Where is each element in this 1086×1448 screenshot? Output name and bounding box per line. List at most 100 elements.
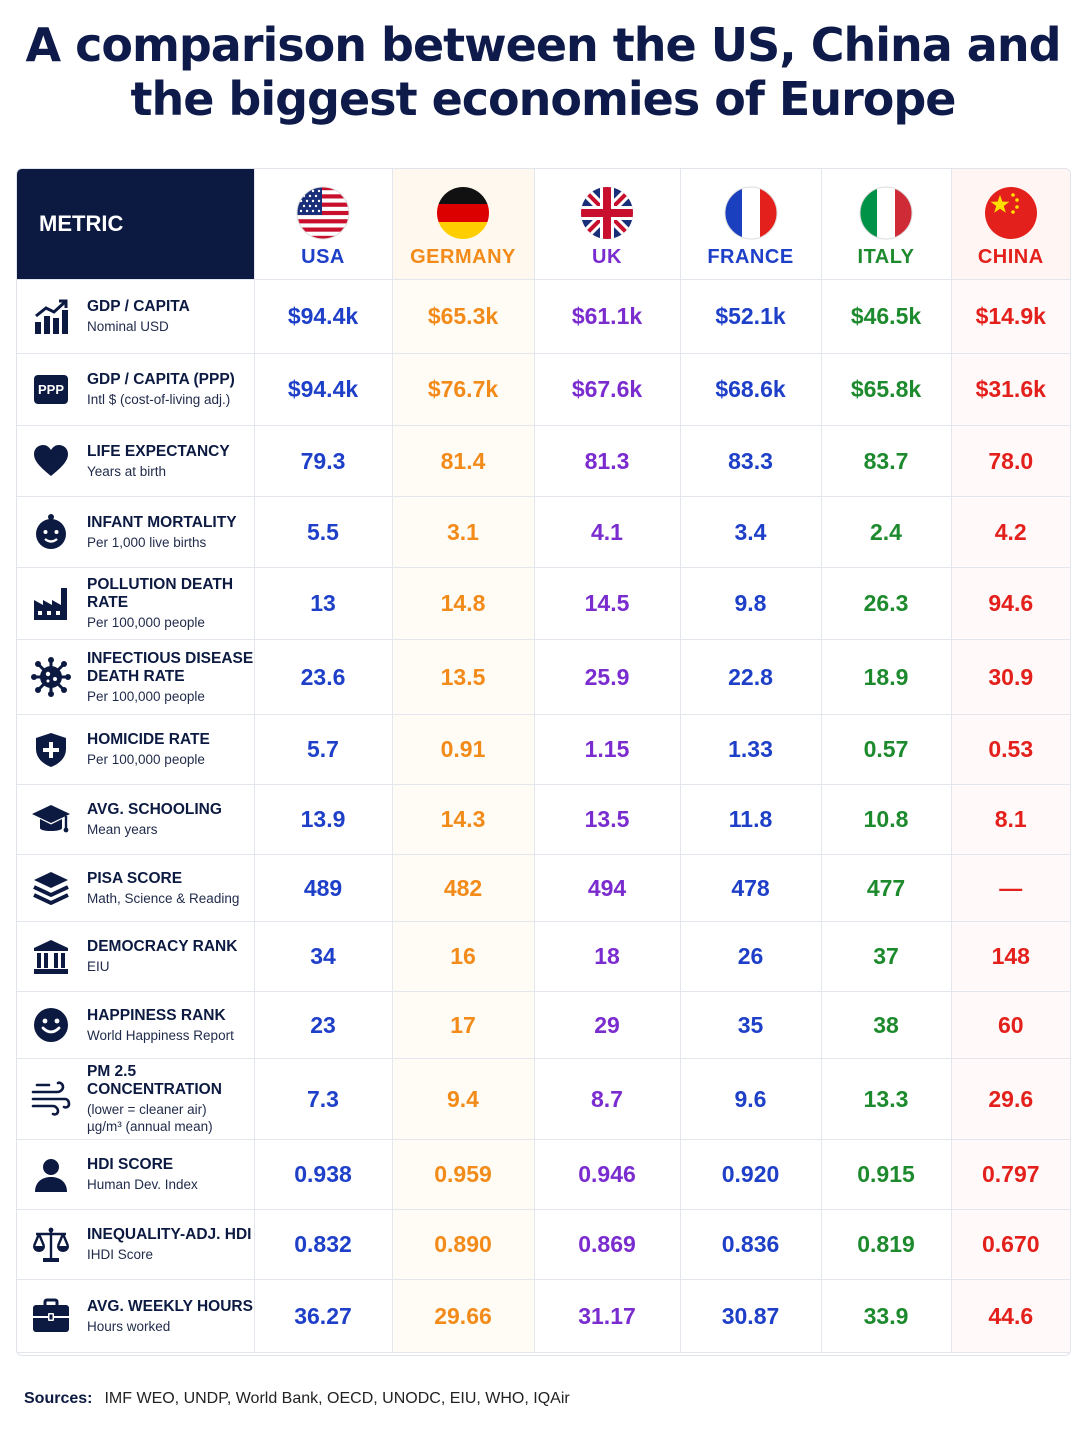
metric-subtitle: (lower = cleaner air) <box>87 1101 207 1117</box>
value-cell-uk: 81.3 <box>534 425 681 497</box>
value-cell-china: 60 <box>951 991 1070 1059</box>
value-cell-france: 1.33 <box>680 714 822 785</box>
metric-cell: HDI SCORE Human Dev. Index <box>17 1139 255 1210</box>
metric-name: HAPPINESS RANK <box>87 1006 226 1024</box>
value-cell-usa: 23.6 <box>254 639 393 715</box>
metric-cell: HAPPINESS RANK World Happiness Report <box>17 991 255 1059</box>
column-label: CHINA <box>977 246 1044 268</box>
value-cell-china: 0.670 <box>951 1209 1070 1280</box>
table-row: INFANT MORTALITY Per 1,000 live births 5.5… <box>17 496 1070 568</box>
table-row: POLLUTION DEATH RATE Per 100,000 people 13… <box>17 567 1070 640</box>
value-cell-germany: 0.91 <box>392 714 535 785</box>
metric-name: PISA SCORE <box>87 869 183 887</box>
metric-subtitle: Math, Science & Reading <box>87 890 240 906</box>
table-row: GDP / CAPITA Nominal USD $94.4k $65.3k $61.1… <box>17 279 1070 354</box>
table-row: PPP GDP / CAPITA (PPP) Intl $ (cost-of-liv… <box>17 353 1070 426</box>
factory-icon <box>31 583 71 623</box>
france-flag-icon <box>724 186 777 240</box>
value-cell-china: — <box>951 854 1070 922</box>
column-label: ITALY <box>857 246 915 268</box>
shield-cross-icon <box>31 730 71 770</box>
china-flag-icon <box>984 187 1037 239</box>
value-cell-italy: 13.3 <box>821 1058 952 1140</box>
value-cell-germany: 13.5 <box>392 639 535 715</box>
value-cell-uk: 14.5 <box>534 567 681 640</box>
value-cell-usa: 34 <box>254 921 393 992</box>
metric-cell: DEMOCRACY RANK EIU <box>17 921 255 992</box>
value-cell-germany: 0.890 <box>392 1209 535 1280</box>
column-label: UK <box>592 246 622 268</box>
value-cell-china: 4.2 <box>951 496 1070 568</box>
metric-subtitle: EIU <box>87 959 110 975</box>
smiley-icon <box>31 1005 71 1045</box>
value-cell-france: 11.8 <box>680 784 822 855</box>
metric-cell: AVG. WEEKLY HOURS Hours worked <box>17 1279 255 1353</box>
value-cell-france: 22.8 <box>680 639 822 715</box>
metric-subtitle: Years at birth <box>87 463 167 479</box>
metric-name: HOMICIDE RATE <box>87 731 210 749</box>
value-cell-china: 30.9 <box>951 639 1070 715</box>
metric-name: LIFE EXPECTANCY <box>87 442 230 460</box>
value-cell-france: 26 <box>680 921 822 992</box>
value-cell-france: $68.6k <box>680 353 822 426</box>
table-row: INEQUALITY-ADJ. HDI IHDI Score 0.832 0.890 0… <box>17 1209 1070 1280</box>
column-label: GERMANY <box>410 246 516 268</box>
table-row: DEMOCRACY RANK EIU 34 16 18 26 37 148 <box>17 921 1070 992</box>
value-cell-france: 35 <box>680 991 822 1059</box>
value-cell-uk: $61.1k <box>534 279 681 354</box>
table-row: PM 2.5 CONCENTRATION (lower = cleaner air… <box>17 1058 1070 1140</box>
usa-flag-icon <box>296 186 350 240</box>
metric-name-line-2: DEATH RATE <box>87 667 185 685</box>
person-icon <box>31 1155 71 1195</box>
metric-subtitle: Per 1,000 live births <box>87 534 207 550</box>
value-cell-china: 78.0 <box>951 425 1070 497</box>
value-cell-germany: 16 <box>392 921 535 992</box>
ppp-badge-icon: PPP <box>31 370 71 410</box>
value-cell-uk: 29 <box>534 991 681 1059</box>
metric-subtitle: Per 100,000 people <box>87 688 205 704</box>
value-cell-italy: 10.8 <box>821 784 952 855</box>
value-cell-usa: 36.27 <box>254 1279 393 1353</box>
comparison-table: METRIC <box>16 168 1071 1356</box>
value-cell-uk: 18 <box>534 921 681 992</box>
metric-cell: INFANT MORTALITY Per 1,000 live births <box>17 496 255 568</box>
value-cell-italy: $46.5k <box>821 279 952 354</box>
ppp-badge-text: PPP <box>33 375 68 404</box>
value-cell-usa: 0.832 <box>254 1209 393 1280</box>
value-cell-china: 8.1 <box>951 784 1070 855</box>
metric-name: INFANT MORTALITY <box>87 513 237 531</box>
metric-cell: LIFE EXPECTANCY Years at birth <box>17 425 255 497</box>
metric-cell: INFECTIOUS DISEASE DEATH RATE Per 100,000 … <box>17 639 255 715</box>
title-line-2: the biggest economies of Europe <box>130 72 956 126</box>
value-cell-italy: $65.8k <box>821 353 952 426</box>
value-cell-germany: 14.8 <box>392 567 535 640</box>
value-cell-france: 3.4 <box>680 496 822 568</box>
value-cell-france: 9.8 <box>680 567 822 640</box>
value-cell-germany: 17 <box>392 991 535 1059</box>
value-cell-uk: 0.869 <box>534 1209 681 1280</box>
value-cell-italy: 37 <box>821 921 952 992</box>
column-header-germany: GERMANY <box>392 169 535 280</box>
table-header-row: METRIC <box>17 169 1070 280</box>
value-cell-italy: 18.9 <box>821 639 952 715</box>
metric-subtitle: Per 100,000 people <box>87 752 205 768</box>
value-cell-usa: 13.9 <box>254 784 393 855</box>
value-cell-usa: 7.3 <box>254 1058 393 1140</box>
value-cell-usa: 13 <box>254 567 393 640</box>
value-cell-italy: 26.3 <box>821 567 952 640</box>
metric-column-header: METRIC <box>17 169 255 280</box>
sources-note: Sources: IMF WEO, UNDP, World Bank, OECD,… <box>24 1390 570 1408</box>
italy-flag-icon <box>859 186 913 240</box>
value-cell-china: 94.6 <box>951 567 1070 640</box>
table-row: LIFE EXPECTANCY Years at birth 79.3 81.4 81.… <box>17 425 1070 497</box>
uk-flag-icon <box>581 187 633 239</box>
metric-cell: HOMICIDE RATE Per 100,000 people <box>17 714 255 785</box>
value-cell-usa: 79.3 <box>254 425 393 497</box>
value-cell-china: 148 <box>951 921 1070 992</box>
graduation-cap-icon <box>31 800 71 840</box>
metric-subtitle: Intl $ (cost-of-living adj.) <box>87 392 231 408</box>
metric-name: AVG. SCHOOLING <box>87 801 222 819</box>
value-cell-uk: 8.7 <box>534 1058 681 1140</box>
value-cell-usa: 23 <box>254 991 393 1059</box>
value-cell-italy: 83.7 <box>821 425 952 497</box>
